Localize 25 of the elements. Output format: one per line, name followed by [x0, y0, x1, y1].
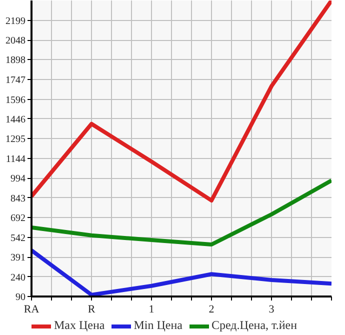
- y-tick-label: 994: [10, 174, 26, 185]
- y-tick-label: 843: [10, 193, 26, 204]
- legend-label: Min Цена: [134, 318, 182, 333]
- x-tick-label: RA: [24, 304, 40, 316]
- y-tick-label: 391: [10, 252, 26, 264]
- y-tick-label: 1446: [6, 114, 26, 126]
- y-tick-label: 90: [16, 292, 26, 303]
- x-tick-label: R: [88, 304, 96, 316]
- y-tick-label: 1144: [6, 154, 26, 165]
- y-tick-label: 692: [10, 213, 26, 224]
- y-tick-label: 1747: [6, 74, 26, 86]
- y-tick-label: 1596: [6, 94, 26, 106]
- legend-label: Сред.Цена, т.йен: [212, 318, 298, 333]
- y-tick-label: 542: [10, 232, 26, 244]
- line-series: [32, 178, 332, 247]
- legend-label: Max Цена: [54, 318, 105, 333]
- y-tick-label: 1295: [6, 134, 26, 146]
- y-tick-label: 2199: [6, 16, 26, 27]
- x-tick-label: 1: [148, 304, 154, 316]
- x-tick-label: 3: [268, 304, 275, 316]
- x-tick-label: 2: [208, 304, 214, 316]
- y-tick-label: 1898: [6, 55, 26, 66]
- line-series: [32, 0, 332, 202]
- y-tick-label: 240: [10, 272, 26, 284]
- y-tick-label: 2048: [6, 36, 26, 47]
